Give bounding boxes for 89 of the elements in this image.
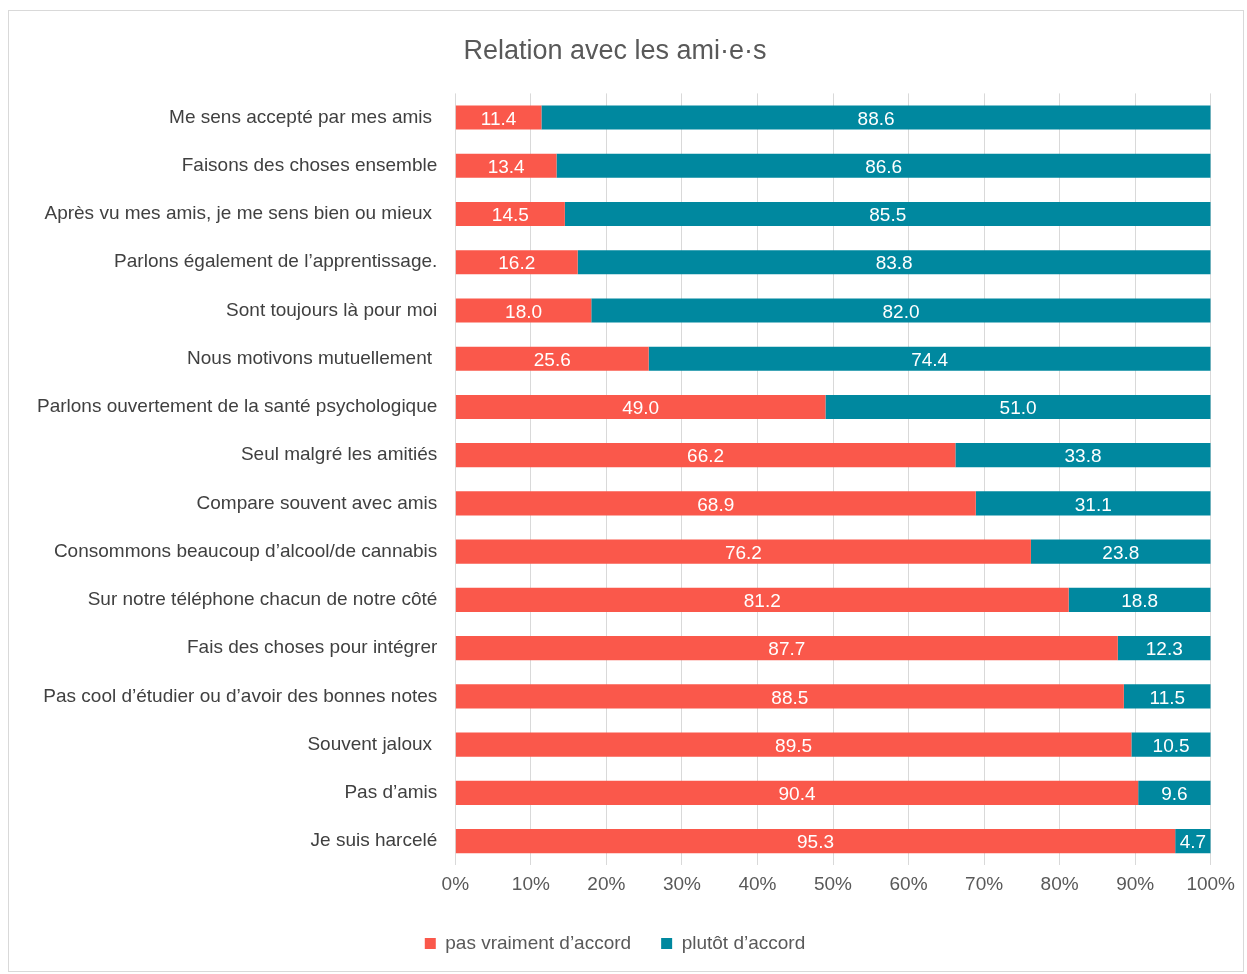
- bar: [455, 394, 826, 419]
- data-label: 33.8: [1064, 445, 1102, 467]
- y-tick-label: Parlons également de l’apprentissage.: [114, 250, 438, 272]
- x-tick-label: 100%: [1186, 872, 1236, 894]
- bar: [455, 250, 578, 275]
- bar: [577, 250, 1211, 275]
- bar: [455, 201, 565, 227]
- bar: [975, 491, 1211, 516]
- data-label: 74.4: [911, 348, 949, 370]
- x-tick-label: 60%: [889, 872, 928, 894]
- data-label: 11.4: [480, 107, 517, 129]
- data-label: 12.3: [1145, 638, 1183, 660]
- y-tick-label: Fais des choses pour intégrer: [187, 636, 438, 658]
- bar: [455, 153, 557, 178]
- data-label: 11.5: [1149, 686, 1186, 708]
- y-tick-label: Me sens accepté par mes amis: [169, 105, 438, 127]
- bar: [556, 153, 1211, 178]
- data-label: 51.0: [999, 397, 1037, 419]
- data-label: 81.2: [743, 590, 781, 612]
- data-label: 85.5: [869, 204, 907, 226]
- bar: [541, 105, 1211, 130]
- data-label: 13.4: [487, 155, 526, 177]
- bar: [455, 587, 1069, 612]
- legend-label: pas vraiment d’accord: [445, 931, 632, 953]
- bar: [455, 298, 592, 323]
- bar: [455, 443, 956, 468]
- x-tick-label: 50%: [813, 872, 853, 894]
- x-tick-label: 70%: [965, 872, 1004, 894]
- bar: [591, 298, 1211, 323]
- data-label: 31.1: [1074, 493, 1112, 515]
- chart-title: Relation avec les ami·e·s: [463, 34, 767, 65]
- bar: [455, 539, 1031, 564]
- data-label: 23.8: [1102, 541, 1140, 563]
- bar: [455, 684, 1124, 709]
- y-tick-label: Sont toujours là pour moi: [226, 298, 438, 320]
- data-label: 86.6: [865, 155, 903, 177]
- data-label: 95.3: [797, 831, 834, 853]
- y-tick-label: Je suis harcelé: [310, 829, 438, 851]
- y-tick-label: Parlons ouvertement de la santé psychologique: [37, 395, 438, 417]
- x-tick-label: 10%: [511, 872, 550, 894]
- data-label: 25.6: [533, 348, 571, 370]
- x-tick-label: 80%: [1040, 872, 1079, 894]
- data-label: 83.8: [875, 252, 913, 274]
- data-label: 82.0: [882, 300, 920, 322]
- bar: [955, 443, 1211, 468]
- x-tick-label: 20%: [587, 872, 626, 894]
- data-label: 90.4: [778, 783, 816, 805]
- data-label: 18.8: [1121, 590, 1159, 612]
- bar: [648, 346, 1211, 371]
- y-tick-label: Compare souvent avec amis: [196, 491, 438, 513]
- x-tick-label: 0%: [441, 872, 470, 894]
- legend-label: plutôt d’accord: [681, 931, 806, 953]
- data-label: 16.2: [498, 252, 536, 274]
- bar: [455, 829, 1176, 854]
- bar: [1030, 539, 1211, 564]
- y-tick-label: Sur notre téléphone chacun de notre côté: [87, 588, 438, 610]
- data-label: 49.0: [622, 397, 660, 419]
- data-label: 88.5: [771, 686, 809, 708]
- data-label: 68.9: [697, 493, 735, 515]
- y-tick-label: Nous motivons mutuellement: [187, 346, 438, 368]
- data-label: 9.6: [1161, 783, 1188, 805]
- bar: [455, 491, 976, 516]
- y-tick-label: Pas cool d’étudier ou d’avoir des bonnes notes: [43, 684, 438, 706]
- bar: [455, 346, 649, 371]
- bar: [825, 394, 1211, 419]
- data-label: 14.5: [491, 204, 529, 226]
- data-label: 87.7: [768, 638, 806, 660]
- bar: [455, 105, 542, 130]
- bar: [1068, 587, 1211, 612]
- y-tick-label: Faisons des choses ensemble: [181, 153, 438, 175]
- data-label: 10.5: [1152, 734, 1190, 756]
- y-tick-label: Souvent jaloux: [307, 732, 438, 754]
- bar: [455, 732, 1132, 757]
- data-label: 76.2: [724, 541, 762, 563]
- y-tick-label: Seul malgré les amitiés: [240, 443, 438, 465]
- y-tick-label: Consommons beaucoup d’alcool/de cannabis: [53, 539, 438, 561]
- x-tick-label: 40%: [738, 872, 777, 894]
- bar: [455, 780, 1139, 805]
- y-tick-label: Pas d’amis: [344, 781, 438, 803]
- x-tick-label: 30%: [662, 872, 702, 894]
- y-tick-label: Après vu mes amis, je me sens bien ou mieux: [44, 202, 438, 224]
- data-label: 4.7: [1179, 831, 1207, 853]
- x-tick-label: 90%: [1116, 872, 1155, 894]
- bar: [564, 201, 1211, 227]
- data-label: 66.2: [687, 445, 725, 467]
- bar: [455, 636, 1118, 661]
- data-label: 89.5: [775, 734, 813, 756]
- data-label: 88.6: [857, 107, 895, 129]
- data-label: 18.0: [505, 300, 543, 322]
